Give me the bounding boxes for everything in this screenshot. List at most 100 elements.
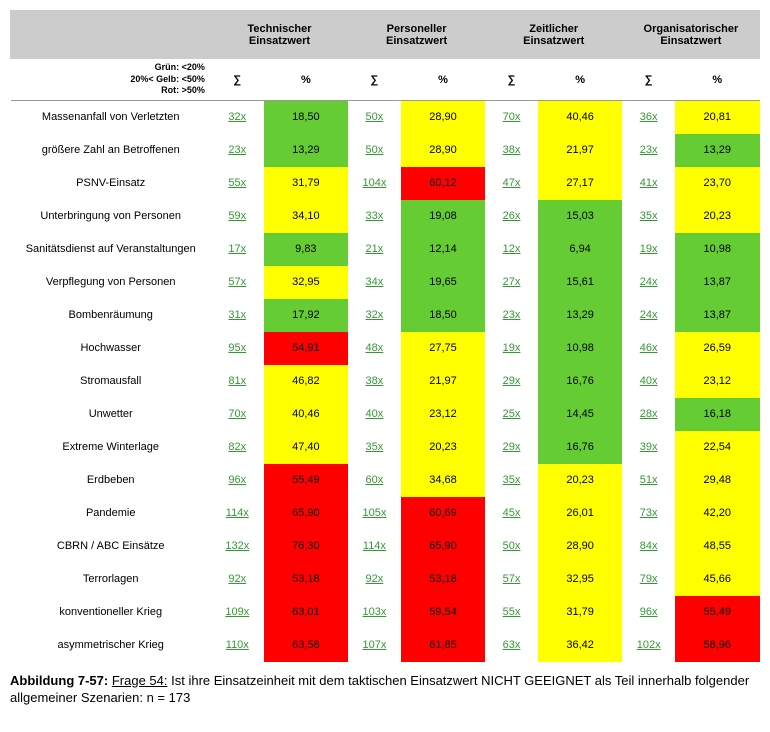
sigma-link[interactable]: 40x [366, 408, 384, 420]
sigma-link[interactable]: 24x [640, 276, 658, 288]
sigma-link[interactable]: 24x [640, 309, 658, 321]
table-row: Unwetter70x40,4640x23,1225x14,4528x16,18 [11, 398, 760, 431]
sigma-link[interactable]: 60x [366, 474, 384, 486]
sigma-cell: 57x [485, 563, 538, 596]
sigma-link[interactable]: 33x [366, 210, 384, 222]
sigma-link[interactable]: 12x [503, 243, 521, 255]
sigma-link[interactable]: 25x [503, 408, 521, 420]
sigma-link[interactable]: 105x [362, 507, 386, 519]
sigma-link[interactable]: 96x [228, 474, 246, 486]
pct-cell: 34,10 [264, 200, 348, 233]
sigma-link[interactable]: 23x [640, 144, 658, 156]
row-label: Extreme Winterlage [11, 431, 211, 464]
sigma-link[interactable]: 19x [503, 342, 521, 354]
sigma-link[interactable]: 39x [640, 441, 658, 453]
sigma-link[interactable]: 95x [228, 342, 246, 354]
sigma-link[interactable]: 50x [503, 540, 521, 552]
sigma-link[interactable]: 84x [640, 540, 658, 552]
sigma-link[interactable]: 27x [503, 276, 521, 288]
sigma-link[interactable]: 34x [366, 276, 384, 288]
sigma-link[interactable]: 38x [366, 375, 384, 387]
sigma-link[interactable]: 46x [640, 342, 658, 354]
sigma-link[interactable]: 36x [640, 111, 658, 123]
sigma-cell: 41x [622, 167, 675, 200]
sigma-link[interactable]: 17x [228, 243, 246, 255]
table-row: PSNV-Einsatz55x31,79104x60,1247x27,1741x… [11, 167, 760, 200]
sigma-link[interactable]: 79x [640, 573, 658, 585]
sigma-link[interactable]: 59x [228, 210, 246, 222]
col-group-0: TechnischerEinsatzwert [211, 11, 348, 59]
sigma-cell: 40x [348, 398, 401, 431]
sigma-link[interactable]: 21x [366, 243, 384, 255]
sigma-link[interactable]: 29x [503, 375, 521, 387]
sigma-link[interactable]: 57x [503, 573, 521, 585]
sigma-cell: 26x [485, 200, 538, 233]
sigma-link[interactable]: 114x [226, 507, 249, 519]
sigma-link[interactable]: 55x [503, 606, 521, 618]
sigma-link[interactable]: 19x [640, 243, 658, 255]
sigma-link[interactable]: 38x [503, 144, 521, 156]
sigma-link[interactable]: 92x [366, 573, 384, 585]
row-label: Hochwasser [11, 332, 211, 365]
sigma-link[interactable]: 110x [226, 639, 249, 651]
pct-cell: 23,12 [401, 398, 485, 431]
sigma-link[interactable]: 132x [225, 540, 249, 552]
sigma-link[interactable]: 114x [363, 540, 386, 552]
sigma-link[interactable]: 28x [640, 408, 658, 420]
sigma-link[interactable]: 40x [640, 375, 658, 387]
pct-cell: 55,49 [675, 596, 759, 629]
sigma-link[interactable]: 32x [366, 309, 384, 321]
sigma-link[interactable]: 82x [228, 441, 246, 453]
pct-cell: 29,48 [675, 464, 759, 497]
sigma-link[interactable]: 50x [366, 111, 384, 123]
sigma-link[interactable]: 103x [362, 606, 386, 618]
sigma-link[interactable]: 55x [228, 177, 246, 189]
table-row: Unterbringung von Personen59x34,1033x19,… [11, 200, 760, 233]
sigma-link[interactable]: 51x [640, 474, 658, 486]
pct-cell: 18,50 [264, 101, 348, 134]
sigma-link[interactable]: 50x [366, 144, 384, 156]
sigma-link[interactable]: 70x [228, 408, 246, 420]
sigma-link[interactable]: 35x [503, 474, 521, 486]
sigma-link[interactable]: 35x [366, 441, 384, 453]
pct-cell: 46,82 [264, 365, 348, 398]
sigma-cell: 50x [348, 101, 401, 134]
sigma-link[interactable]: 63x [503, 639, 521, 651]
sigma-link[interactable]: 96x [640, 606, 658, 618]
sigma-link[interactable]: 104x [362, 177, 386, 189]
pct-cell: 60,12 [401, 167, 485, 200]
pct-cell: 15,61 [538, 266, 622, 299]
sigma-link[interactable]: 45x [503, 507, 521, 519]
sigma-link[interactable]: 73x [640, 507, 658, 519]
sigma-link[interactable]: 81x [228, 375, 246, 387]
pct-cell: 34,68 [401, 464, 485, 497]
sigma-cell: 12x [485, 233, 538, 266]
sigma-cell: 103x [348, 596, 401, 629]
sigma-link[interactable]: 32x [228, 111, 246, 123]
sigma-link[interactable]: 23x [503, 309, 521, 321]
sigma-link[interactable]: 57x [228, 276, 246, 288]
sigma-cell: 35x [622, 200, 675, 233]
pct-cell: 40,46 [538, 101, 622, 134]
sigma-link[interactable]: 109x [225, 606, 249, 618]
row-label: asymmetrischer Krieg [11, 629, 211, 662]
sigma-link[interactable]: 48x [366, 342, 384, 354]
pct-cell: 6,94 [538, 233, 622, 266]
sigma-link[interactable]: 92x [228, 573, 246, 585]
sigma-link[interactable]: 35x [640, 210, 658, 222]
sigma-link[interactable]: 31x [228, 309, 246, 321]
sigma-link[interactable]: 26x [503, 210, 521, 222]
legend-line3: Rot: >50% [161, 85, 205, 95]
sigma-link[interactable]: 23x [228, 144, 246, 156]
sigma-link[interactable]: 102x [637, 639, 661, 651]
sigma-link[interactable]: 29x [503, 441, 521, 453]
pct-cell: 31,79 [264, 167, 348, 200]
sigma-link[interactable]: 107x [362, 639, 386, 651]
sigma-link[interactable]: 41x [640, 177, 658, 189]
sigma-cell: 28x [622, 398, 675, 431]
sigma-link[interactable]: 70x [503, 111, 521, 123]
pct-cell: 23,70 [675, 167, 759, 200]
pct-cell: 13,87 [675, 299, 759, 332]
sub-pct-1: % [401, 59, 485, 101]
sigma-link[interactable]: 47x [503, 177, 521, 189]
